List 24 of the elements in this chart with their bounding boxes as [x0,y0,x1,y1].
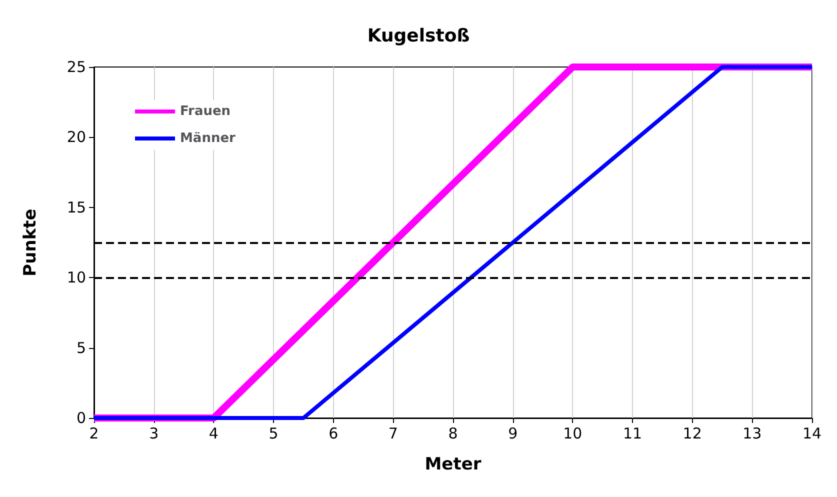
x-tick-label: 12 [682,424,702,442]
x-axis-title: Meter [424,454,482,474]
y-tick-label: 5 [76,338,86,357]
x-tick-label: 6 [328,424,338,442]
legend-label: Männer [180,131,236,146]
y-tick-label: 15 [66,198,86,216]
x-tick-label: 10 [563,424,582,442]
chart-title: Kugelstoß [367,26,470,46]
x-tick-label: 11 [622,424,642,442]
y-tick-label: 20 [66,128,86,146]
y-tick-label: 0 [76,409,86,427]
x-tick-label: 7 [388,424,398,442]
y-axis-title: Punkte [20,208,40,276]
y-tick-label: 10 [66,268,86,287]
y-tick-label: 25 [66,58,86,76]
x-tick-label: 4 [208,424,218,442]
x-tick-label: 13 [742,424,762,442]
legend-label: Frauen [180,104,231,119]
x-tick-label: 9 [508,424,518,442]
x-tick-label: 5 [268,424,278,442]
x-tick-label: 2 [89,424,99,442]
x-tick-label: 14 [802,424,822,442]
x-tick-label: 3 [149,424,159,442]
x-tick-label: 8 [448,424,458,442]
